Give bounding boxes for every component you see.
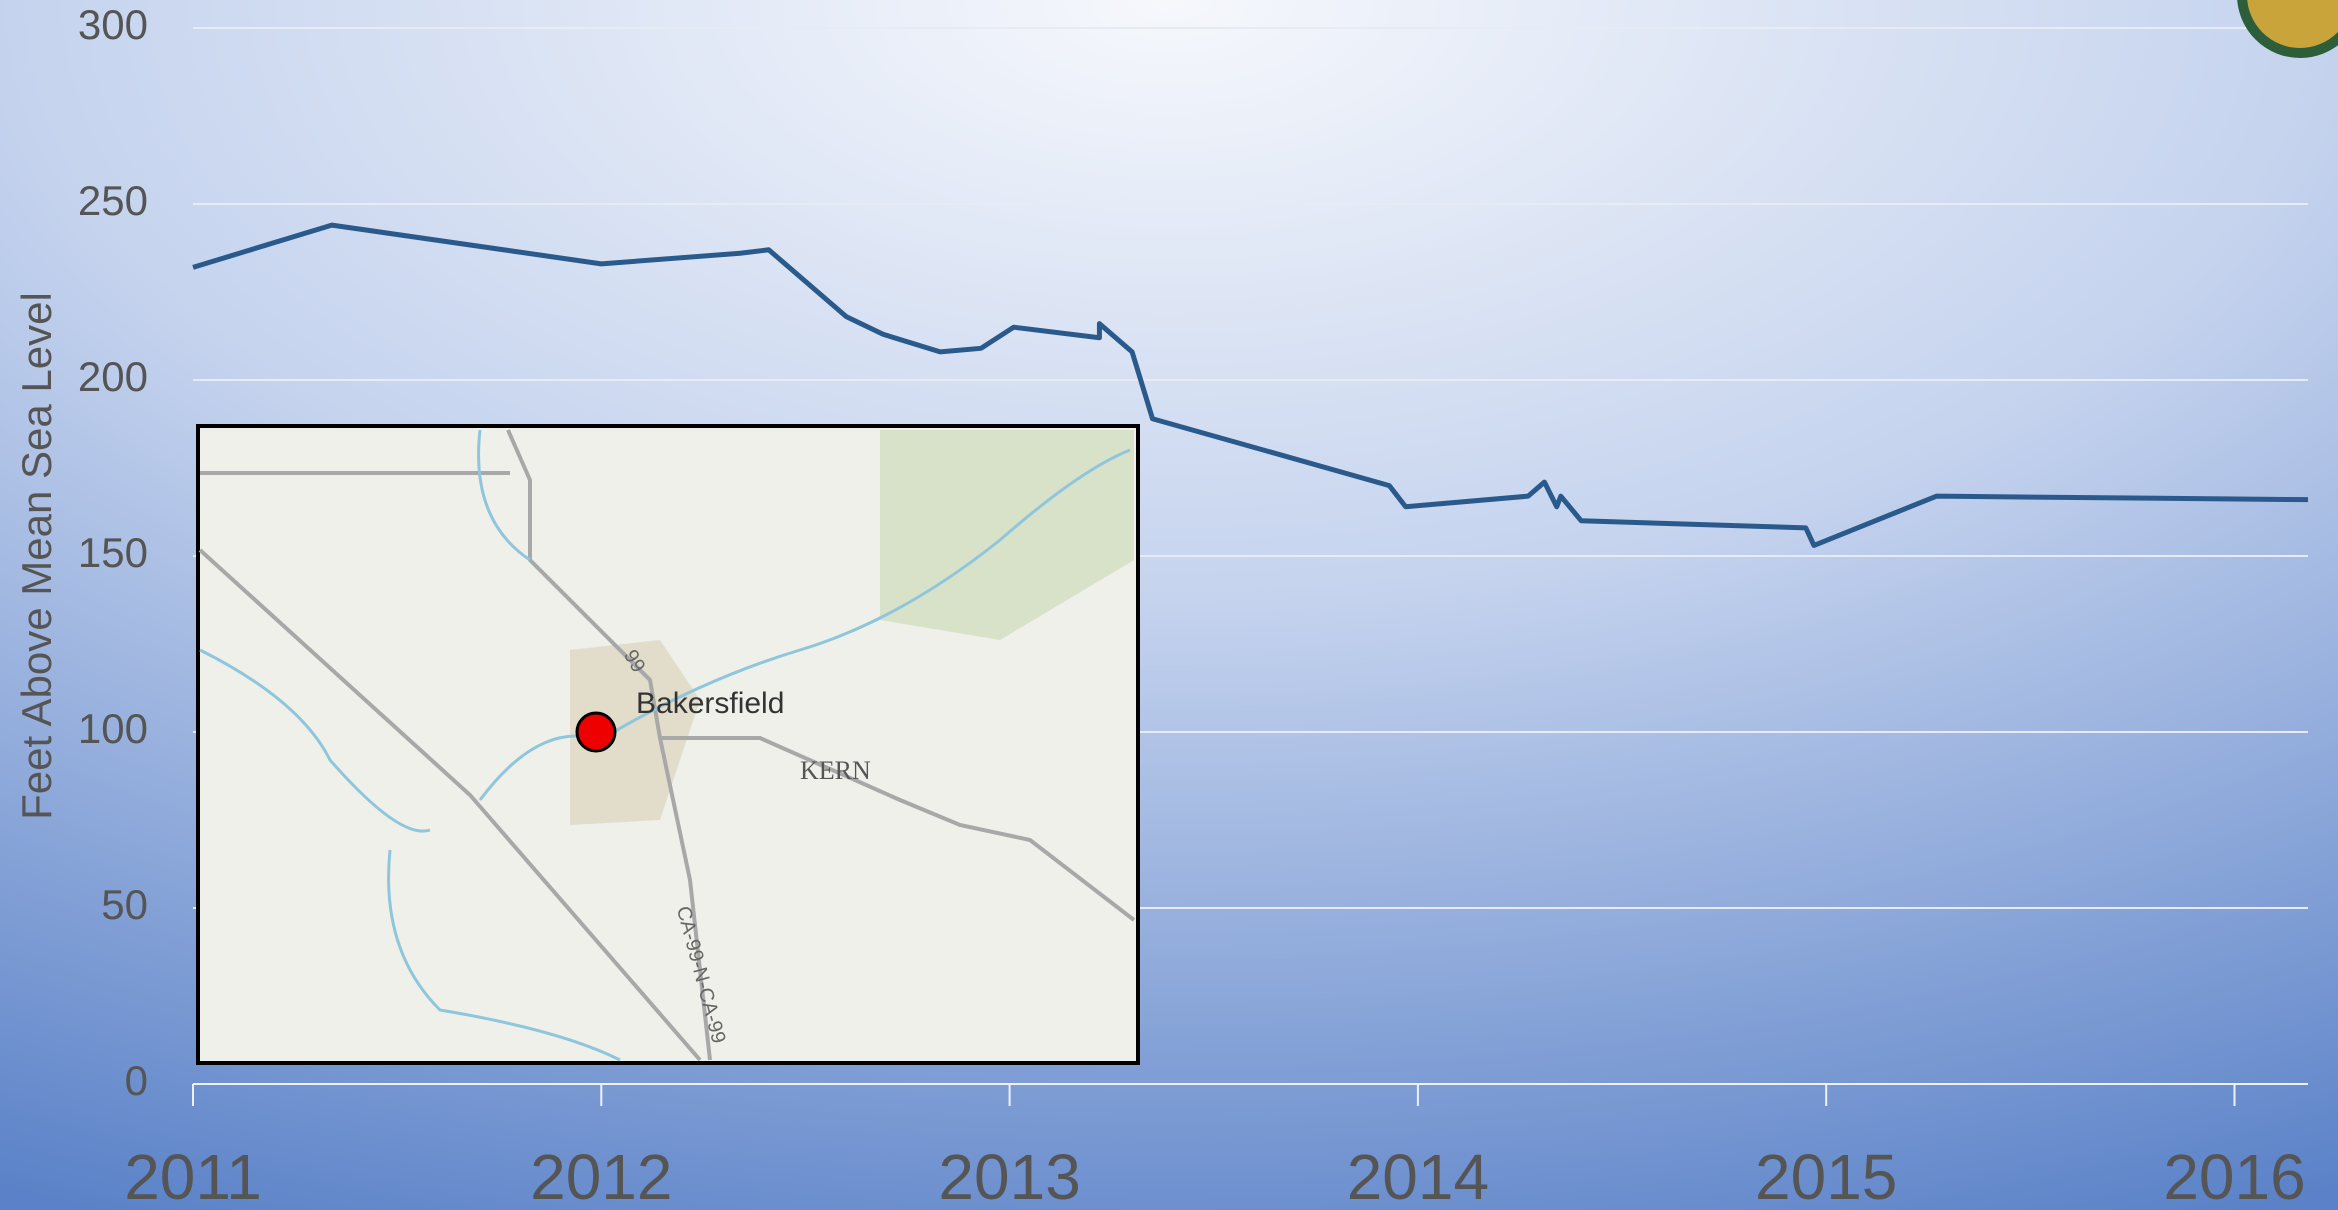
seal-circle [2237, 0, 2338, 58]
y-tick-label: 0 [125, 1057, 148, 1104]
y-tick-label: 250 [78, 177, 148, 224]
map-label: KERN [800, 756, 871, 785]
map-label: Bakersfield [636, 687, 784, 720]
x-tick-label: 2011 [124, 1141, 262, 1210]
seal [2237, 0, 2338, 58]
x-tick-label: 2016 [2163, 1141, 2305, 1210]
x-tick-label: 2013 [938, 1141, 1080, 1210]
x-tick-label: 2015 [1755, 1141, 1897, 1210]
x-tick-label: 2012 [530, 1141, 672, 1210]
map-roads [198, 429, 1136, 1062]
y-tick-label: 150 [78, 529, 148, 576]
x-tick-label: 2014 [1347, 1141, 1489, 1210]
y-axis-label: Feet Above Mean Sea Level [13, 292, 60, 820]
map-inset: Bakersfield KERN 99 CA-99-N-CA-99 [196, 424, 1140, 1065]
map-marker [575, 711, 617, 753]
line-series [192, 222, 2309, 548]
map-rivers [199, 429, 1131, 1062]
y-tick-label: 100 [78, 705, 148, 752]
y-tick-label: 300 [78, 1, 148, 48]
y-tick-label: 50 [101, 881, 148, 928]
y-tick-label: 200 [78, 353, 148, 400]
